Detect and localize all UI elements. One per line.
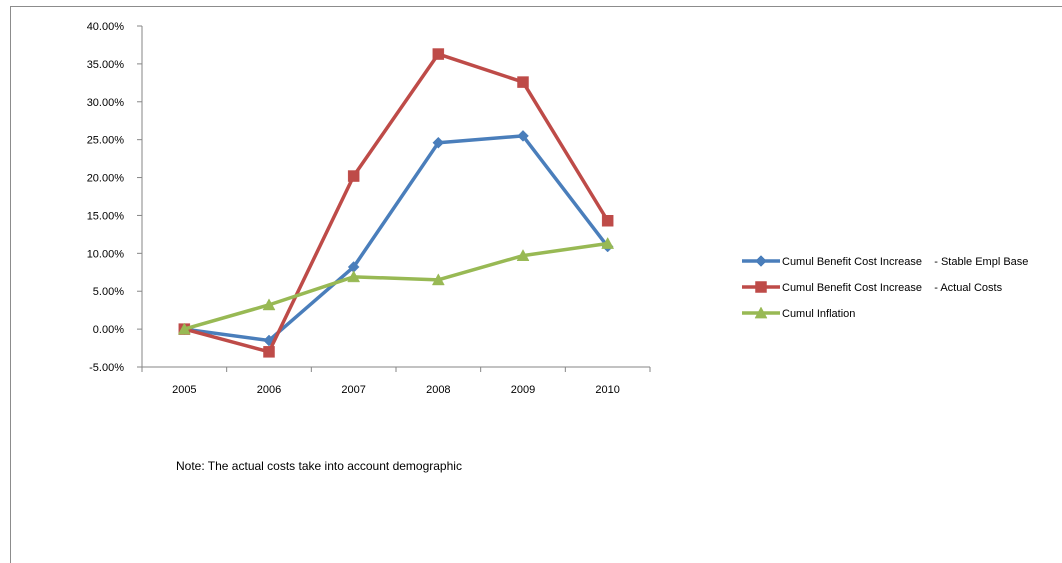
- series-2-point: [432, 48, 445, 60]
- legend-swatch-marker: [755, 281, 767, 293]
- series-3: [177, 236, 615, 335]
- y-tick-label: 10.00%: [87, 248, 125, 260]
- series-3-point: [601, 236, 615, 249]
- legend-label: Cumul Inflation: [782, 308, 855, 320]
- y-tick-label: 20.00%: [87, 173, 125, 185]
- series-3-point: [431, 273, 445, 286]
- series-2-line: [183, 52, 610, 354]
- y-tick-label: 25.00%: [87, 135, 125, 147]
- legend-item-3: Cumul Inflation: [742, 306, 855, 320]
- y-tick-label: 0.00%: [93, 324, 124, 336]
- x-tick-label: 2006: [257, 384, 281, 396]
- series-2-point: [347, 170, 360, 182]
- y-tick-label: 40.00%: [87, 21, 125, 33]
- series-3-point: [177, 322, 191, 335]
- y-tick-label: 30.00%: [87, 97, 125, 109]
- chart-frame: [10, 6, 1062, 563]
- series-layer: [177, 48, 615, 358]
- axes: -5.00% 0.00% 5.00% 10.00% 15.00% 20.00% 25.00%…: [87, 21, 651, 396]
- series-2-point: [601, 214, 614, 227]
- legend-swatch-marker: [754, 306, 768, 319]
- series-3-point: [262, 298, 276, 311]
- legend-label: Cumul Benefit Cost Increase - Stable Emp…: [782, 256, 1028, 268]
- legend-item-2: Cumul Benefit Cost Increase - Actual Cos…: [742, 281, 1003, 294]
- x-tick-label: 2007: [341, 384, 365, 396]
- x-tick-label: 2008: [426, 384, 450, 396]
- chart-note: Note: The actual costs take into account…: [176, 459, 462, 473]
- x-tick-label: 2009: [511, 384, 535, 396]
- x-tick-label: 2010: [595, 384, 619, 396]
- series-2-point: [517, 76, 529, 88]
- legend-label: Cumul Benefit Cost Increase - Actual Cos…: [782, 282, 1003, 294]
- y-tick-label: 5.00%: [93, 286, 124, 298]
- legend: Cumul Benefit Cost Increase - Stable Emp…: [742, 255, 1028, 320]
- series-3-point: [347, 270, 361, 283]
- series-3-line: [183, 241, 608, 331]
- y-tick-label: 15.00%: [87, 210, 125, 222]
- series-2-point: [263, 346, 275, 358]
- y-tick-label: 35.00%: [87, 59, 125, 71]
- series-3-point: [516, 249, 530, 261]
- y-tick-label: -5.00%: [89, 362, 124, 374]
- series-1-point: [432, 136, 445, 149]
- x-tick-label: 2005: [172, 384, 196, 396]
- series-1-line: [184, 134, 610, 343]
- series-1-point: [517, 130, 529, 142]
- legend-swatch-marker: [755, 255, 767, 267]
- legend-item-1: Cumul Benefit Cost Increase - Stable Emp…: [742, 255, 1028, 268]
